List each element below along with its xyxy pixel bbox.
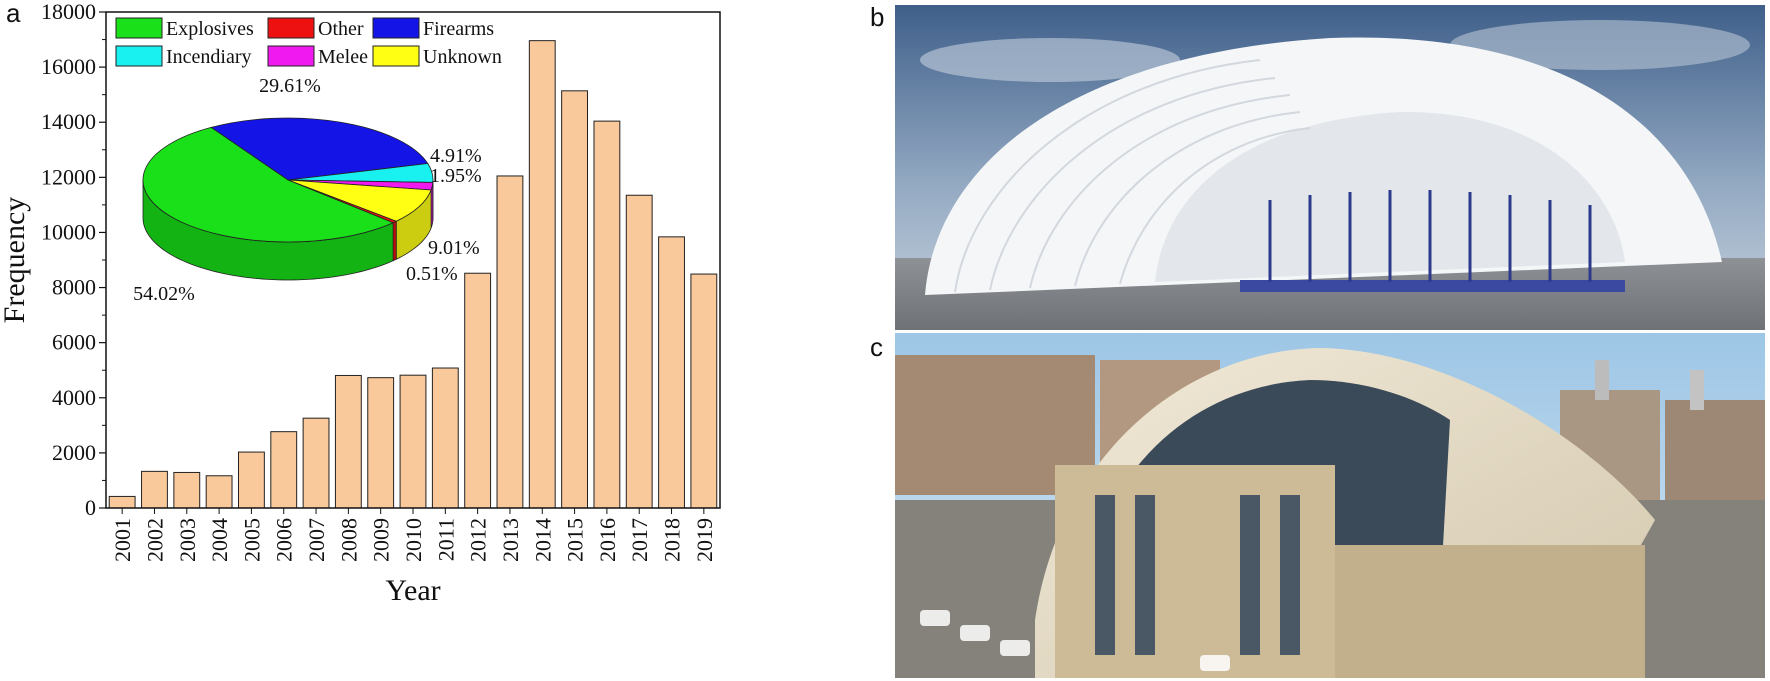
panel-a-label: a	[6, 0, 21, 28]
y-tick-label: 4000	[52, 385, 96, 410]
bar	[399, 374, 427, 509]
bar	[173, 471, 201, 509]
x-tick-label: 2018	[660, 518, 685, 562]
x-tick-label: 2010	[401, 518, 426, 562]
y-tick-label: 6000	[52, 330, 96, 355]
bar	[237, 451, 265, 509]
x-tick-label: 2015	[563, 518, 588, 562]
x-tick-label: 2017	[627, 518, 652, 562]
legend-label: Unknown	[423, 46, 502, 68]
x-tick-label: 2009	[369, 518, 394, 562]
legend-label: Incendiary	[166, 46, 252, 68]
x-tick-label: 2006	[272, 518, 297, 562]
bar	[141, 470, 168, 509]
legend-label: Melee	[318, 46, 368, 68]
legend-swatch	[267, 17, 315, 39]
y-tick-label: 14000	[41, 109, 96, 134]
pie-slice	[142, 126, 395, 243]
y-tick-label: 16000	[41, 54, 96, 79]
pie-slice-label: 9.01%	[428, 237, 480, 259]
x-tick-label: 2016	[595, 518, 620, 562]
x-tick-label: 2019	[692, 518, 717, 562]
bar	[496, 175, 524, 509]
bar	[431, 367, 459, 509]
x-tick-label: 2004	[207, 518, 232, 562]
bar	[464, 272, 492, 509]
legend-label: Other	[318, 18, 364, 40]
bar-chart: 2001 2002 2003 2004 2005 2006 2007 2008 2009 2010…	[0, 0, 721, 607]
x-tick-label: 2007	[304, 518, 329, 562]
y-tick-label: 8000	[52, 275, 96, 300]
bar	[561, 90, 589, 509]
legend-label: Firearms	[423, 18, 494, 40]
pie-slice-label: 0.51%	[406, 263, 458, 285]
x-axis-title: Year	[385, 574, 440, 607]
bar	[593, 120, 621, 509]
photo-steel-dome	[895, 333, 1765, 678]
photo-air-dome	[895, 5, 1765, 330]
pie-slice-side	[392, 220, 397, 262]
y-tick-label: 18000	[41, 0, 96, 24]
y-axis-title: Frequency	[0, 197, 31, 324]
x-tick-label: 2012	[466, 518, 491, 562]
bar	[334, 374, 362, 509]
x-tick-label: 2014	[530, 518, 555, 562]
x-tick-label: 2001	[110, 518, 135, 562]
bar	[270, 431, 298, 509]
x-tick-label: 2002	[142, 518, 167, 562]
pie-slice-label: 29.61%	[259, 75, 321, 97]
legend-label: Explosives	[166, 18, 254, 40]
x-tick-label: 2008	[336, 518, 361, 562]
y-tick-label: 10000	[41, 219, 96, 244]
bar	[658, 236, 685, 509]
pie-slice-label: 1.95%	[430, 165, 482, 187]
bar	[625, 194, 653, 509]
panel-c-label: c	[870, 332, 883, 362]
bar	[528, 40, 556, 509]
legend-swatch	[372, 45, 420, 67]
panel-b-label: b	[870, 2, 884, 32]
bar	[367, 377, 395, 509]
y-tick-label: 12000	[41, 164, 96, 189]
bar	[302, 417, 330, 509]
x-tick-label: 2013	[498, 518, 523, 562]
legend-swatch	[115, 17, 163, 39]
y-tick-label: 0	[85, 495, 96, 520]
legend-swatch	[372, 17, 420, 39]
x-tick-label: 2011	[433, 518, 458, 561]
y-tick-label: 2000	[52, 440, 96, 465]
pie-slice	[287, 179, 432, 222]
pie-slice-label: 54.02%	[133, 283, 195, 305]
x-tick-label: 2003	[175, 518, 200, 562]
legend-swatch	[267, 45, 315, 67]
bar	[108, 495, 136, 509]
pie-slice	[210, 117, 429, 181]
pie-slice-label: 4.91%	[430, 145, 482, 167]
bar	[205, 475, 233, 509]
legend-swatch	[115, 45, 163, 67]
x-tick-label: 2005	[239, 518, 264, 562]
bar	[690, 273, 718, 509]
